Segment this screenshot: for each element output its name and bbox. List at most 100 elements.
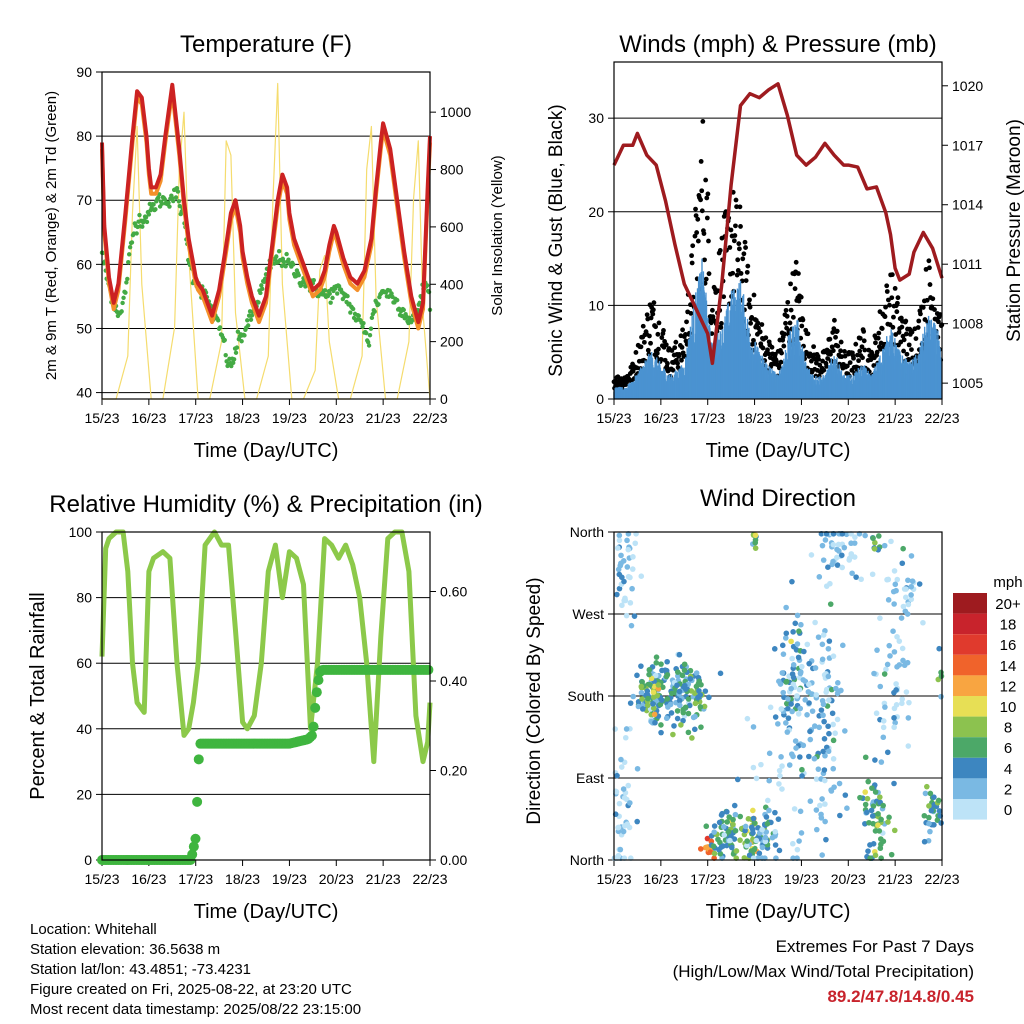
rainfall-point (188, 841, 199, 852)
direction-point (836, 780, 843, 787)
dewpoint-point (123, 290, 128, 295)
direction-point (875, 811, 881, 817)
direction-point (742, 823, 749, 830)
direction-point (883, 666, 889, 673)
x-tick-label: 21/23 (878, 871, 913, 887)
direction-point (776, 781, 782, 787)
direction-point (664, 658, 670, 665)
gust-point (824, 363, 829, 369)
direction-point (822, 801, 828, 807)
direction-point (625, 546, 632, 553)
direction-point (744, 715, 751, 722)
direction-point (900, 603, 907, 610)
gust-point (684, 319, 689, 325)
y-right-tick-label: 1017 (952, 137, 983, 153)
gust-point (672, 345, 678, 351)
direction-point (777, 773, 783, 779)
direction-point (873, 710, 880, 717)
gust-point (701, 231, 707, 236)
direction-point (812, 665, 819, 671)
direction-point (724, 819, 730, 825)
dewpoint-point (296, 273, 301, 278)
y-tick-label: North (570, 524, 604, 540)
direction-point (807, 736, 814, 743)
dewpoint-point (311, 277, 316, 283)
direction-point (830, 721, 836, 728)
direction-point (775, 816, 782, 822)
direction-point (758, 761, 764, 768)
gust-point (755, 320, 761, 326)
chart-title: Relative Humidity (%) & Precipitation (i… (49, 491, 482, 518)
direction-point (794, 693, 800, 699)
direction-point (674, 708, 681, 714)
direction-point (755, 825, 761, 831)
x-tick-label: 16/23 (643, 410, 678, 426)
legend-swatch (953, 593, 987, 614)
direction-point (826, 638, 833, 644)
dewpoint-point (242, 333, 247, 338)
gust-point (851, 355, 856, 361)
gust-point (654, 350, 660, 356)
direction-point (868, 807, 875, 814)
gust-point (799, 323, 805, 329)
direction-point (744, 842, 750, 849)
gust-point (698, 159, 704, 164)
direction-point (875, 533, 882, 539)
plot-frame (101, 71, 431, 400)
dewpoint-point (376, 302, 381, 307)
direction-point (829, 710, 836, 717)
dewpoint-point (395, 297, 400, 303)
direction-point (682, 682, 688, 689)
direction-point (710, 843, 717, 850)
direction-point (726, 814, 733, 820)
direction-point (822, 537, 829, 543)
gust-point (816, 356, 822, 362)
direction-point (830, 756, 837, 762)
direction-point (894, 634, 900, 640)
direction-point (662, 667, 668, 673)
direction-point (842, 792, 849, 798)
direction-point (838, 687, 844, 694)
recent-text: Most recent data timestamp: 2025/08/22 2… (30, 1001, 362, 1018)
direction-point (825, 673, 832, 680)
direction-point (822, 628, 828, 634)
direction-point (792, 738, 799, 744)
legend-label: 14 (1000, 658, 1017, 675)
gust-point (859, 344, 865, 350)
direction-point (891, 724, 897, 731)
y-right-tick-label: 0.40 (440, 673, 467, 689)
direction-point (778, 754, 784, 760)
dewpoint-point (356, 313, 361, 318)
direction-point (619, 574, 625, 581)
dewpoint-point (401, 307, 406, 313)
direction-point (639, 706, 646, 712)
dewpoint-point (175, 189, 181, 194)
gust-point (783, 307, 789, 313)
direction-point (905, 743, 912, 749)
dewpoint-point (360, 324, 365, 329)
y-tick-label: 0 (596, 391, 604, 407)
direction-point (638, 663, 644, 669)
gust-point (857, 335, 863, 341)
direction-point (720, 823, 727, 830)
direction-point (857, 794, 863, 801)
x-tick-label: 16/23 (643, 871, 678, 887)
dewpoint-point (245, 323, 251, 328)
gust-point (638, 344, 644, 350)
gust-point (759, 322, 765, 327)
direction-point (614, 772, 620, 779)
direction-point (906, 699, 912, 706)
gust-point (734, 272, 740, 278)
direction-point (893, 681, 899, 687)
direction-point (880, 724, 887, 731)
dewpoint-point (259, 283, 264, 288)
gust-point (788, 281, 793, 287)
gust-point (748, 320, 754, 326)
direction-point (936, 645, 942, 652)
gust-point (920, 305, 926, 310)
direction-point (629, 566, 636, 572)
direction-point (725, 828, 732, 835)
direction-point (664, 672, 671, 678)
direction-point (751, 820, 758, 826)
direction-point (811, 723, 818, 729)
